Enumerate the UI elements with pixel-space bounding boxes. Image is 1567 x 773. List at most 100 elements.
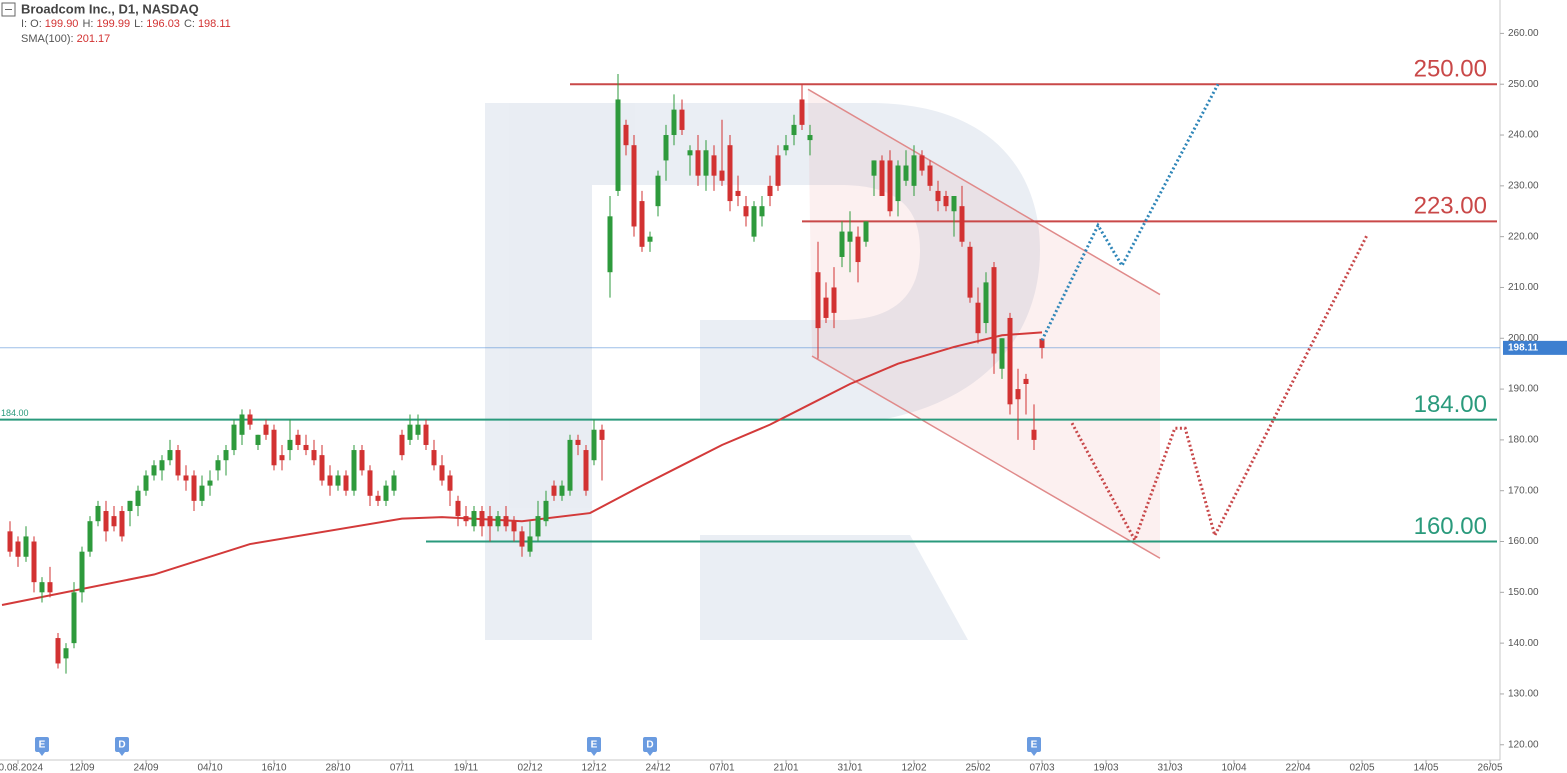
candle-body bbox=[863, 221, 869, 242]
forecast-path bbox=[1070, 234, 1369, 544]
ohlc-label: I: O: bbox=[21, 18, 42, 30]
x-tick-label: 31/01 bbox=[837, 763, 862, 773]
channel-area bbox=[808, 89, 1160, 559]
candle-body bbox=[1039, 338, 1045, 348]
x-tick-label: 28/10 bbox=[325, 763, 350, 773]
ohlc-label: C: bbox=[184, 18, 195, 30]
candle-body bbox=[383, 485, 389, 501]
indicator-label: SMA(100): bbox=[21, 33, 74, 45]
candle-body bbox=[487, 516, 493, 527]
candle-body bbox=[1031, 429, 1037, 440]
candle-body bbox=[343, 475, 349, 491]
candle-body bbox=[823, 297, 829, 318]
candle-body bbox=[879, 160, 885, 196]
candle-body bbox=[159, 460, 165, 471]
y-tick-label: 140.00 bbox=[1508, 638, 1539, 649]
candle-body bbox=[951, 196, 957, 212]
y-tick-label: 240.00 bbox=[1508, 130, 1539, 141]
candle-body bbox=[423, 424, 429, 445]
candle-body bbox=[743, 206, 749, 217]
candle-body bbox=[887, 160, 893, 212]
forecast-path bbox=[1040, 83, 1220, 341]
x-tick-label: 25/02 bbox=[965, 763, 990, 773]
candle-body bbox=[407, 424, 413, 440]
candle-body bbox=[503, 516, 509, 527]
candle-body bbox=[79, 551, 85, 593]
candle-body bbox=[655, 175, 661, 207]
x-tick-label: 26/05 bbox=[1477, 763, 1502, 773]
x-tick-label: 12/12 bbox=[581, 763, 606, 773]
x-tick-label: 12/09 bbox=[69, 763, 94, 773]
ohlc-value: 199.99 bbox=[96, 18, 130, 30]
candle-body bbox=[367, 470, 373, 496]
candle-body bbox=[631, 145, 637, 227]
candle-body bbox=[791, 124, 797, 136]
level-label: 250.00 bbox=[1414, 56, 1487, 83]
x-tick-label: 04/10 bbox=[197, 763, 222, 773]
candle-body bbox=[815, 272, 821, 329]
indicator-line: SMA(100): 201.17 bbox=[21, 33, 110, 45]
x-tick-label: 30.08.2024 bbox=[0, 763, 43, 773]
x-tick-label: 12/02 bbox=[901, 763, 926, 773]
channel-upper bbox=[807, 88, 1161, 296]
sma-line bbox=[1, 331, 1043, 607]
event-marker bbox=[115, 737, 129, 752]
candle-body bbox=[359, 450, 365, 471]
candle-body bbox=[71, 592, 77, 644]
x-tick-label: 21/01 bbox=[773, 763, 798, 773]
y-tick-label: 150.00 bbox=[1508, 587, 1539, 598]
candle-body bbox=[687, 150, 693, 156]
candle-body bbox=[295, 434, 301, 445]
candle-body bbox=[231, 424, 237, 451]
x-tick-label: 19/11 bbox=[454, 763, 479, 773]
candle-body bbox=[1015, 389, 1021, 400]
event-marker bbox=[587, 737, 601, 752]
candle-body bbox=[287, 439, 293, 451]
candle-body bbox=[679, 109, 685, 130]
candle-body bbox=[455, 500, 461, 517]
event-marker bbox=[35, 737, 49, 752]
y-tick-label: 250.00 bbox=[1508, 79, 1539, 90]
y-tick-label: 230.00 bbox=[1508, 180, 1539, 191]
candle-body bbox=[767, 185, 773, 196]
candle-body bbox=[335, 475, 341, 486]
candle-body bbox=[391, 475, 397, 491]
x-tick-label: 10/04 bbox=[1221, 763, 1246, 773]
candle-body bbox=[839, 231, 845, 257]
ohlc-value: 196.03 bbox=[146, 18, 180, 30]
candle-body bbox=[463, 516, 469, 522]
candle-body bbox=[7, 531, 13, 552]
candle-body bbox=[103, 511, 109, 532]
candle-body bbox=[495, 516, 501, 527]
ohlc-line: I: O: 199.90 H: 199.99 L: 196.03 C: 198.11 bbox=[21, 18, 231, 30]
candle-body bbox=[983, 282, 989, 324]
candle-body bbox=[559, 485, 565, 496]
x-tick-label: 16/10 bbox=[261, 763, 286, 773]
candle-body bbox=[1023, 378, 1029, 384]
candle-body bbox=[599, 429, 605, 440]
ohlc-label: H: bbox=[82, 18, 93, 30]
candle-body bbox=[271, 429, 277, 466]
x-tick-label: 24/12 bbox=[645, 763, 670, 773]
candle-body bbox=[719, 170, 725, 181]
candle-body bbox=[199, 485, 205, 501]
candle-body bbox=[471, 511, 477, 527]
candle-body bbox=[55, 638, 61, 664]
candle-body bbox=[439, 465, 445, 481]
candle-body bbox=[727, 145, 733, 202]
candle-body bbox=[519, 531, 525, 547]
chart-title: Broadcom Inc., D1, NASDAQ bbox=[21, 1, 199, 16]
candle-body bbox=[991, 267, 997, 354]
ohlc-value: 199.90 bbox=[45, 18, 79, 30]
candle-body bbox=[415, 424, 421, 435]
candle-body bbox=[639, 201, 645, 247]
candle-body bbox=[535, 516, 541, 537]
event-label: D bbox=[118, 740, 125, 751]
event-pointer bbox=[1031, 752, 1037, 756]
candle-body bbox=[303, 444, 309, 451]
watermark-bar bbox=[485, 103, 592, 640]
x-tick-label: 02/12 bbox=[517, 763, 542, 773]
candle-body bbox=[375, 495, 381, 501]
candle-body bbox=[63, 648, 69, 659]
event-pointer bbox=[39, 752, 45, 756]
